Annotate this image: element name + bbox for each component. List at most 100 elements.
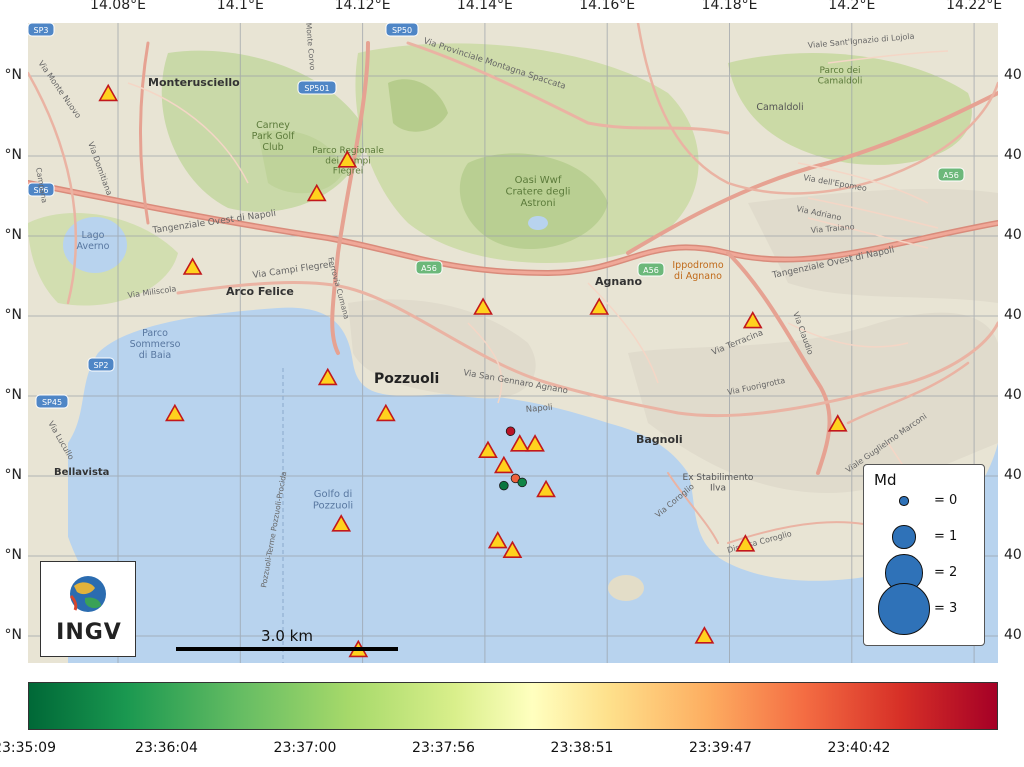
magnitude-legend: Md = 0 = 1 = 2 = 3 <box>863 464 985 646</box>
station-marker[interactable] <box>536 479 556 498</box>
road-shield-label: A56 <box>643 266 659 275</box>
legend-row: = 0 <box>864 487 986 517</box>
station-marker[interactable] <box>182 257 203 275</box>
latitude-tick-label-right: 40 <box>1004 547 1022 563</box>
latitude-tick-label-left: °N <box>4 387 22 403</box>
road-label-via_napoli: Napoli <box>525 403 553 415</box>
lago-averno <box>63 217 127 273</box>
latitude-tick-label-left: °N <box>4 227 22 243</box>
latitude-tick-label-left: °N <box>4 547 22 563</box>
road-shield-label: SP45 <box>42 398 62 407</box>
sea <box>68 307 998 663</box>
legend-label: = 2 <box>934 565 958 580</box>
road-label-via_traiano: Via Traiano <box>810 222 855 235</box>
nisida-island <box>608 575 644 601</box>
station-marker[interactable] <box>502 540 523 558</box>
earthquake-event[interactable] <box>505 426 516 436</box>
colorbar-tick-label: 23:37:56 <box>412 740 475 756</box>
latitude-tick-label-left: °N <box>4 467 22 483</box>
lago-astroni <box>528 216 548 230</box>
station-marker[interactable] <box>509 434 530 452</box>
road-shield: SP6 <box>28 182 55 197</box>
station-marker[interactable] <box>98 83 119 102</box>
station-marker[interactable] <box>493 455 514 474</box>
legend-dot <box>899 496 909 506</box>
longitude-tick-label: 14.14°E <box>456 0 513 13</box>
road-label-via_monte_corvo: Monte Corvo <box>304 23 317 71</box>
major-roads <box>28 23 998 544</box>
colorbar-tick-label: 23:39:47 <box>689 740 752 756</box>
earthquake-events[interactable] <box>499 426 527 491</box>
place-label-carney_park: Carney Park Golf Club <box>252 120 295 153</box>
station-marker[interactable] <box>331 514 352 532</box>
legend-label: = 1 <box>934 529 958 544</box>
station-marker[interactable] <box>694 626 715 644</box>
earthquake-event[interactable] <box>499 480 509 491</box>
map-canvas[interactable]: SP3 SP501 SP50 SP6 A56 A56 SP2 SP45 A56 Monterus… <box>28 23 998 663</box>
place-label-lago_averno: Lago Averno <box>77 230 110 252</box>
station-marker[interactable] <box>478 440 498 458</box>
place-label-pozzuoli: Pozzuoli <box>374 371 439 387</box>
legend-row: = 1 <box>864 523 986 553</box>
urban-areas <box>348 188 998 493</box>
station-marker[interactable] <box>306 183 327 202</box>
road-shield: A56 <box>937 167 965 182</box>
place-label-parco_camaldoli: Parco dei Camaldoli <box>818 66 863 86</box>
earthquake-event[interactable] <box>517 477 527 488</box>
station-marker[interactable] <box>473 297 493 315</box>
graticule <box>28 23 998 663</box>
map-area[interactable]: SP3 SP501 SP50 SP6 A56 A56 SP2 SP45 A56 Monterus… <box>28 23 998 663</box>
time-colorbar <box>28 682 998 730</box>
scale-bar <box>176 647 398 651</box>
longitude-tick-label: 14.16°E <box>579 0 636 13</box>
place-label-arco_felice: Arco Felice <box>226 285 294 298</box>
longitude-tick-label: 14.12°E <box>334 0 391 13</box>
legend-dot <box>892 525 916 549</box>
colorbar-tick-label: 23:40:42 <box>827 740 891 756</box>
place-label-parco_sommerso: Parco Sommerso di Baia <box>130 328 181 361</box>
station-marker[interactable] <box>589 297 610 315</box>
station-marker[interactable] <box>317 367 338 386</box>
place-label-ippodromo: Ippodromo di Agnano <box>672 260 723 282</box>
station-marker[interactable] <box>735 534 756 552</box>
legend-dot <box>878 583 930 635</box>
colorbar-tick-label: 23:36:04 <box>135 740 198 756</box>
longitude-tick-label: 14.22°E <box>946 0 1003 13</box>
station-marker[interactable] <box>337 150 358 168</box>
road-shield: A56 <box>637 262 665 277</box>
latitude-tick-label-left: °N <box>4 67 22 83</box>
station-marker[interactable] <box>164 403 185 422</box>
longitude-tick-label: 14.08°E <box>90 0 146 13</box>
station-marker[interactable] <box>742 310 763 329</box>
road-shield: SP501 <box>297 80 337 95</box>
station-marker[interactable] <box>375 403 396 422</box>
place-label-ex_stabilimento: Ex Stabilimento Ilva <box>683 473 754 493</box>
road-shields: SP3 SP501 SP50 SP6 A56 A56 SP2 SP45 A56 <box>28 23 965 409</box>
globe-icon <box>69 576 106 612</box>
latitude-tick-label-right: 40 <box>1004 227 1022 243</box>
road-shield-label: SP3 <box>34 26 49 35</box>
road-shield-label: SP501 <box>304 84 329 93</box>
place-label-bagnoli: Bagnoli <box>636 433 683 446</box>
latitude-tick-label-right: 40 <box>1004 307 1022 323</box>
legend-title: Md <box>874 471 897 489</box>
legend-label: = 0 <box>934 493 958 508</box>
colorbar-tick-label: 23:38:51 <box>550 740 614 756</box>
road-shield: A56 <box>415 260 443 275</box>
place-label-agnano: Agnano <box>595 275 642 288</box>
station-marker[interactable] <box>525 434 545 452</box>
station-marker[interactable] <box>487 530 508 549</box>
latitude-tick-label-right: 40 <box>1004 67 1022 83</box>
scale-bar-label: 3.0 km <box>261 627 313 645</box>
colorbar-tick-label: 23:37:00 <box>273 740 337 756</box>
longitude-tick-label: 14.2°E <box>828 0 876 13</box>
road-shield-label: SP50 <box>392 26 412 35</box>
legend-row: = 2 <box>864 554 986 592</box>
latitude-tick-label-right: 40 <box>1004 467 1022 483</box>
road-shield-label: A56 <box>421 264 437 273</box>
station-marker[interactable] <box>827 414 848 432</box>
legend-label: = 3 <box>934 601 958 616</box>
ingv-logo: INGV <box>40 561 136 657</box>
place-label-golfo: Golfo di Pozzuoli <box>313 489 353 512</box>
place-label-monterusciello: Monterusciello <box>148 76 240 89</box>
